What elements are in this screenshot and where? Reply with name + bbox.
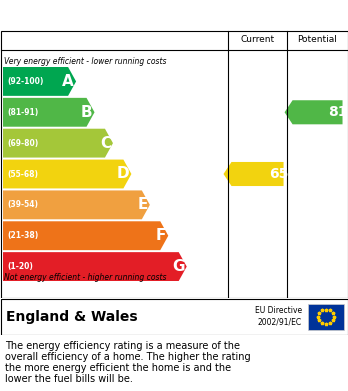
Text: overall efficiency of a home. The higher the rating: overall efficiency of a home. The higher… — [5, 352, 251, 362]
Text: Energy Efficiency Rating: Energy Efficiency Rating — [10, 7, 220, 23]
Polygon shape — [3, 129, 113, 158]
Text: (81-91): (81-91) — [7, 108, 38, 117]
Text: F: F — [156, 228, 166, 243]
Text: Not energy efficient - higher running costs: Not energy efficient - higher running co… — [4, 273, 166, 282]
Text: The energy efficiency rating is a measure of the: The energy efficiency rating is a measur… — [5, 341, 240, 351]
Text: lower the fuel bills will be.: lower the fuel bills will be. — [5, 374, 133, 384]
Text: EU Directive: EU Directive — [255, 307, 302, 316]
Polygon shape — [3, 221, 168, 250]
Text: (1-20): (1-20) — [7, 262, 33, 271]
Text: E: E — [137, 197, 148, 212]
Text: A: A — [62, 74, 74, 89]
Text: Very energy efficient - lower running costs: Very energy efficient - lower running co… — [4, 57, 166, 66]
Polygon shape — [223, 162, 284, 186]
Text: Current: Current — [240, 36, 275, 45]
Text: G: G — [172, 259, 185, 274]
Text: 65: 65 — [269, 167, 288, 181]
Text: (55-68): (55-68) — [7, 170, 38, 179]
Text: C: C — [100, 136, 111, 151]
Text: (69-80): (69-80) — [7, 139, 38, 148]
Text: D: D — [117, 167, 129, 181]
Polygon shape — [285, 100, 342, 124]
Text: 81: 81 — [328, 105, 347, 119]
Text: the more energy efficient the home is and the: the more energy efficient the home is an… — [5, 363, 231, 373]
Polygon shape — [3, 190, 150, 219]
Text: 2002/91/EC: 2002/91/EC — [258, 317, 302, 326]
Text: (92-100): (92-100) — [7, 77, 44, 86]
Polygon shape — [3, 160, 132, 188]
Text: B: B — [81, 105, 93, 120]
Text: Potential: Potential — [298, 36, 338, 45]
Text: England & Wales: England & Wales — [6, 310, 137, 323]
Polygon shape — [3, 252, 187, 281]
Text: (21-38): (21-38) — [7, 231, 38, 240]
FancyBboxPatch shape — [308, 303, 344, 330]
Text: (39-54): (39-54) — [7, 200, 38, 209]
Polygon shape — [3, 98, 95, 127]
Polygon shape — [3, 67, 76, 96]
